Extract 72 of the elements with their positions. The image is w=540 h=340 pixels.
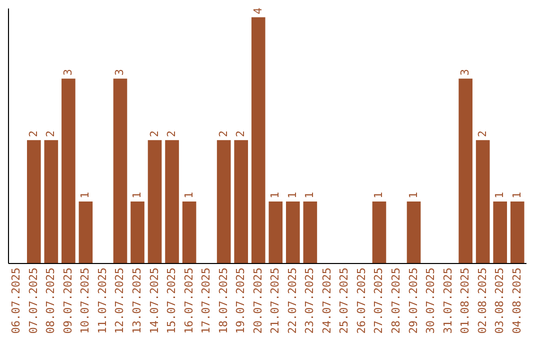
- data-label: 1: [268, 192, 282, 199]
- data-label: 2: [44, 130, 58, 138]
- bar: [62, 78, 76, 263]
- x-tick-label: 16.07.2025: [182, 268, 196, 334]
- data-label: 2: [476, 130, 489, 138]
- x-tick-label: 22.07.2025: [286, 268, 299, 334]
- bar: [78, 202, 93, 263]
- bar: [26, 140, 41, 263]
- x-tick-label: 04.08.2025: [510, 268, 524, 334]
- data-label: 1: [406, 192, 420, 199]
- data-label: 3: [458, 69, 472, 76]
- x-tick-label: 27.07.2025: [372, 268, 386, 334]
- x-tick-label: 13.07.2025: [130, 268, 144, 334]
- bar: [216, 140, 231, 263]
- x-tick-label: 07.07.2025: [26, 268, 40, 334]
- x-tick-label: 17.07.2025: [200, 268, 213, 334]
- x-tick-label: 08.07.2025: [44, 268, 58, 334]
- data-label: 1: [510, 192, 524, 199]
- data-label: 1: [372, 192, 386, 199]
- x-tick-label: 18.07.2025: [216, 268, 230, 334]
- x-tick-label: 20.07.2025: [251, 268, 264, 334]
- data-label: 1: [130, 192, 144, 199]
- x-tick-label: 25.07.2025: [338, 268, 351, 334]
- bar: [458, 78, 472, 263]
- bar: [303, 202, 318, 263]
- bar: [251, 17, 266, 263]
- x-tick-label: 30.07.2025: [424, 268, 438, 334]
- data-label: 1: [182, 192, 196, 199]
- bar: [113, 78, 128, 263]
- x-tick-label: 09.07.2025: [61, 268, 74, 334]
- x-tick-label: 28.07.2025: [390, 268, 402, 334]
- x-tick-label: 10.07.2025: [78, 268, 92, 334]
- x-tick-label: 01.08.2025: [458, 268, 472, 334]
- bar: [182, 202, 196, 263]
- bar: [148, 140, 162, 263]
- data-label: 3: [61, 69, 74, 76]
- x-tick-label: 14.07.2025: [148, 268, 161, 334]
- data-label: 1: [493, 192, 506, 199]
- x-tick-label: 26.07.2025: [354, 268, 368, 334]
- bar: [406, 202, 421, 263]
- bar: [286, 202, 300, 263]
- data-label: 4: [251, 7, 264, 14]
- bar: [234, 140, 248, 263]
- data-label: 3: [113, 69, 126, 76]
- bar: [268, 202, 283, 263]
- x-tick-label: 02.08.2025: [476, 268, 489, 334]
- x-tick-label: 03.08.2025: [493, 268, 506, 334]
- x-tick-label: 29.07.2025: [406, 268, 420, 334]
- data-label: 2: [26, 130, 40, 138]
- bar: [493, 202, 508, 263]
- bar: [476, 140, 490, 263]
- x-tick-label: 15.07.2025: [165, 268, 178, 334]
- data-label: 1: [78, 192, 92, 199]
- bar: [130, 202, 144, 263]
- data-label: 1: [286, 192, 299, 199]
- bar: [44, 140, 58, 263]
- data-label: 2: [165, 130, 178, 138]
- bar: [372, 202, 386, 263]
- x-tick-label: 31.07.2025: [441, 268, 454, 334]
- x-tick-label: 21.07.2025: [268, 268, 282, 334]
- x-tick-label: 19.07.2025: [234, 268, 248, 334]
- bar: [165, 140, 179, 263]
- x-tick-label: 11.07.2025: [96, 268, 109, 334]
- data-label: 2: [148, 130, 161, 138]
- data-label: 2: [216, 130, 230, 138]
- data-label: 1: [303, 192, 316, 199]
- x-tick-label: 06.07.2025: [10, 268, 23, 334]
- data-label: 2: [234, 130, 248, 138]
- x-tick-label: 24.07.2025: [320, 268, 334, 334]
- x-tick-label: 23.07.2025: [303, 268, 316, 334]
- bar: [510, 202, 524, 263]
- x-tick-label: 12.07.2025: [113, 268, 126, 334]
